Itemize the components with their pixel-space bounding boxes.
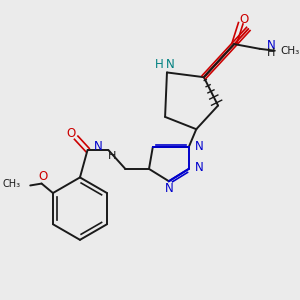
Text: CH₃: CH₃ (3, 178, 21, 189)
Text: N: N (166, 58, 175, 71)
Text: N: N (194, 140, 203, 153)
Text: CH₃: CH₃ (280, 46, 300, 56)
Text: N: N (164, 182, 173, 195)
Text: N: N (194, 161, 203, 175)
Text: N: N (267, 38, 276, 52)
Text: O: O (239, 13, 248, 26)
Text: O: O (39, 170, 48, 184)
Text: H: H (155, 58, 164, 71)
Text: O: O (66, 128, 75, 140)
Text: N: N (94, 140, 103, 153)
Text: H: H (267, 48, 276, 58)
Text: H: H (108, 151, 116, 161)
